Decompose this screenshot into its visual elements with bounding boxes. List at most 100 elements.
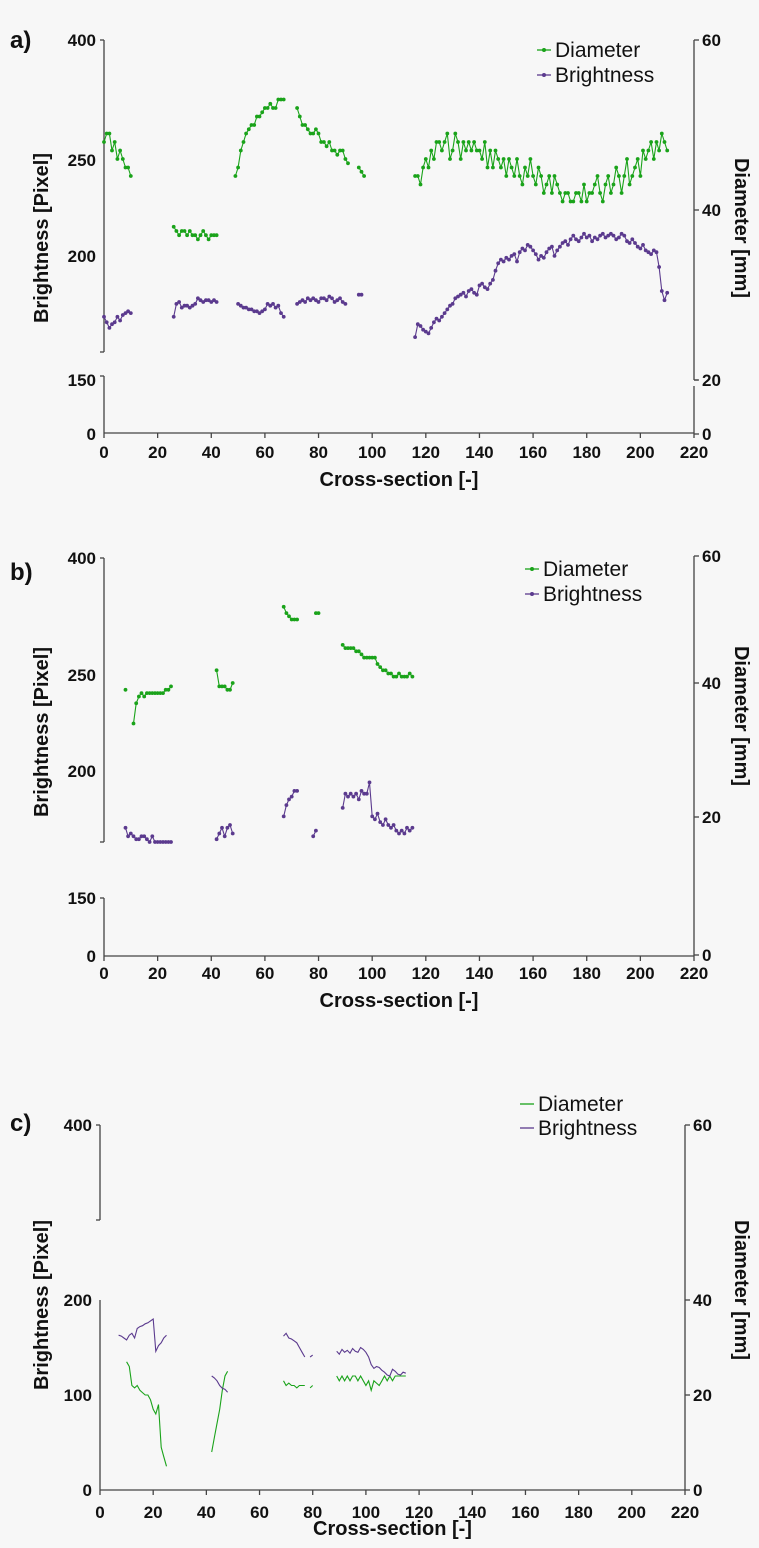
data-point-brightness — [362, 791, 366, 796]
data-point-brightness — [120, 313, 125, 317]
x-tick-label: 60 — [255, 964, 274, 983]
y-left-tick-label: 400 — [64, 1116, 92, 1135]
data-point-brightness — [118, 318, 122, 323]
y-left-tick-label: 400 — [68, 549, 96, 568]
data-point-brightness — [314, 828, 318, 833]
data-point-brightness — [287, 797, 291, 802]
data-point-brightness — [507, 257, 511, 262]
data-point-diameter — [305, 127, 310, 132]
data-point-diameter — [657, 148, 661, 153]
data-point-diameter — [212, 233, 216, 238]
data-point-diameter — [128, 174, 133, 178]
data-point-diameter — [126, 165, 130, 170]
data-point-brightness — [378, 820, 383, 824]
data-point-diameter — [102, 140, 106, 144]
data-point-brightness — [182, 303, 187, 308]
data-point-diameter — [571, 199, 576, 204]
y-left-tick-label: 0 — [87, 425, 96, 444]
data-point-brightness — [346, 794, 350, 799]
x-tick-label: 140 — [458, 1503, 486, 1522]
data-point-diameter — [587, 191, 592, 195]
data-point-brightness — [193, 302, 198, 306]
data-point-brightness — [134, 837, 139, 842]
data-point-diameter — [311, 131, 316, 136]
data-point-brightness — [482, 285, 487, 290]
data-point-brightness — [461, 290, 466, 295]
y-right-tick-label: 40 — [702, 201, 721, 220]
data-point-brightness — [356, 797, 361, 802]
data-point-diameter — [563, 191, 568, 195]
x-tick-label: 140 — [465, 964, 493, 983]
data-point-diameter — [158, 691, 163, 695]
data-point-diameter — [236, 165, 241, 170]
data-point-diameter — [485, 165, 490, 170]
data-point-brightness — [373, 817, 377, 822]
data-point-diameter — [606, 174, 611, 178]
data-point-diameter — [547, 174, 552, 178]
data-point-diameter — [362, 655, 366, 660]
data-point-diameter — [434, 140, 439, 144]
data-point-diameter — [649, 140, 653, 144]
data-point-brightness — [432, 320, 436, 325]
y-left-tick-label: 200 — [64, 1291, 92, 1310]
data-point-brightness — [335, 298, 340, 303]
data-point-brightness — [128, 831, 133, 836]
data-point-diameter — [359, 169, 364, 174]
data-point-brightness — [563, 239, 568, 244]
data-point-brightness — [402, 831, 407, 836]
data-point-diameter — [528, 157, 533, 161]
data-point-brightness — [598, 233, 602, 238]
data-point-diameter — [217, 684, 222, 689]
x-tick-label: 60 — [250, 1503, 269, 1522]
legend-swatch-marker — [542, 73, 546, 77]
data-point-diameter — [139, 691, 144, 695]
data-point-diameter — [533, 182, 538, 187]
data-point-brightness — [472, 290, 476, 295]
data-point-brightness — [112, 320, 117, 325]
data-point-diameter — [187, 229, 192, 233]
legend-label-diameter: Diameter — [538, 1093, 623, 1116]
data-point-diameter — [346, 646, 350, 650]
data-point-brightness — [413, 335, 417, 339]
data-point-brightness — [128, 311, 133, 315]
data-point-diameter — [574, 191, 578, 195]
data-point-diameter — [504, 174, 509, 178]
data-point-diameter — [145, 691, 149, 695]
series-line-brightness — [309, 1354, 314, 1358]
data-point-diameter — [276, 97, 281, 102]
x-tick-label: 100 — [358, 443, 386, 462]
data-point-diameter — [118, 148, 122, 153]
data-point-diameter — [413, 174, 417, 178]
data-point-diameter — [295, 617, 299, 622]
x-tick-label: 200 — [626, 443, 654, 462]
y-right-tick-label: 60 — [702, 547, 721, 566]
data-point-diameter — [568, 199, 573, 204]
series-line-brightness — [211, 1375, 229, 1393]
data-point-brightness — [571, 233, 576, 238]
data-point-brightness — [273, 305, 278, 310]
data-point-brightness — [622, 233, 627, 238]
data-point-brightness — [225, 825, 230, 830]
data-point-brightness — [391, 823, 396, 827]
y-right-axis-title: Diameter [mm] — [730, 158, 752, 298]
data-point-brightness — [340, 300, 345, 304]
data-point-diameter — [566, 191, 570, 195]
data-point-diameter — [496, 157, 501, 161]
data-point-diameter — [171, 224, 176, 229]
data-point-diameter — [281, 604, 286, 609]
data-point-brightness — [131, 834, 136, 839]
data-point-brightness — [515, 259, 519, 264]
data-point-diameter — [432, 157, 436, 161]
legend-label-brightness: Brightness — [538, 1117, 637, 1140]
data-point-brightness — [246, 307, 251, 312]
data-point-diameter — [273, 106, 278, 110]
data-point-brightness — [603, 235, 608, 240]
data-point-diameter — [598, 191, 602, 195]
x-tick-label: 220 — [680, 964, 708, 983]
data-point-brightness — [641, 243, 645, 247]
y-left-tick-label: 200 — [68, 247, 96, 266]
data-point-diameter — [220, 684, 224, 689]
y-right-tick-label: 20 — [702, 371, 721, 390]
data-point-diameter — [244, 131, 249, 136]
